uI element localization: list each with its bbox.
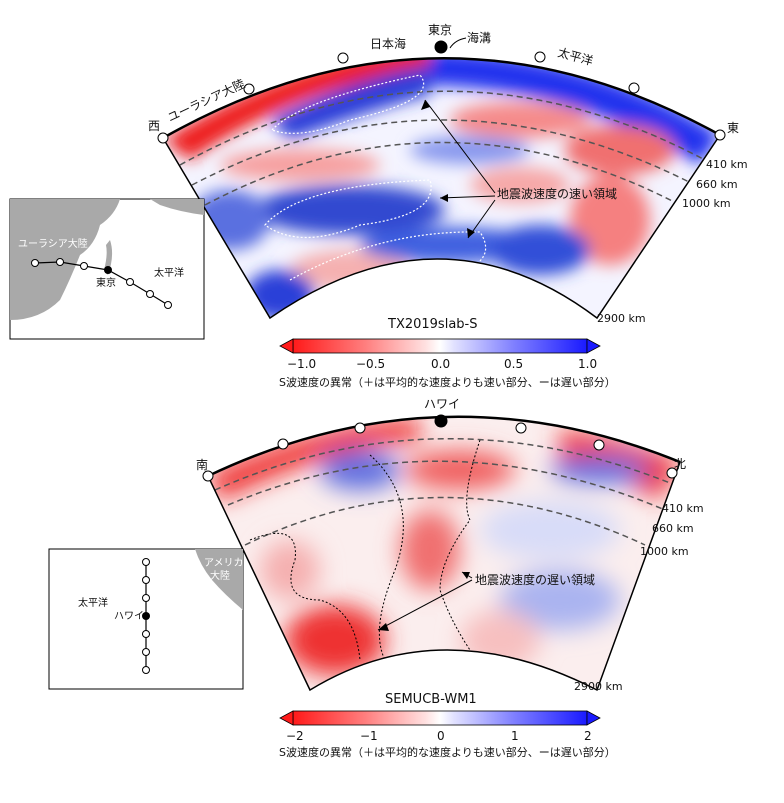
depth-660-b: 660 km xyxy=(652,522,694,535)
depth-1000-b: 1000 km xyxy=(640,545,689,558)
inset-bottom-hawaii: ハワイ xyxy=(114,611,144,622)
station-marker xyxy=(593,439,605,451)
dir-north: 北 xyxy=(674,457,686,471)
station-marker xyxy=(666,467,678,479)
station-marker xyxy=(714,129,726,141)
dir-south: 南 xyxy=(196,457,208,472)
station-marker xyxy=(277,438,289,450)
cb-top-caption: S波速度の異常（＋は平均的な速度よりも速い部分、ーは遅い部分） xyxy=(279,375,616,389)
cb-top-tick: −0.5 xyxy=(356,357,385,371)
label-sea-of-japan: 日本海 xyxy=(370,36,406,51)
inset-bottom-america: アメリカ xyxy=(204,557,244,569)
label-trench: 海溝 xyxy=(467,30,491,45)
station-marker xyxy=(157,132,169,144)
station-marker xyxy=(628,82,640,94)
inset-top-eurasia: ユーラシア大陸 xyxy=(18,237,88,250)
inset-map-top: ユーラシア大陸 東京 太平洋 xyxy=(9,198,205,340)
depth-660: 660 km xyxy=(696,178,738,191)
dir-east: 東 xyxy=(727,121,739,135)
label-tokyo: 東京 xyxy=(428,23,452,37)
label-hawaii: ハワイ xyxy=(424,397,460,411)
cb-bot-tick: 2 xyxy=(584,729,592,743)
inset-bottom-continent: 大陸 xyxy=(210,569,230,582)
cb-top-tick: 0.0 xyxy=(431,357,450,371)
inset-map-bottom: アメリカ 大陸 太平洋 ハワイ xyxy=(48,548,244,690)
station-marker xyxy=(534,51,546,63)
annotation-fast: 地震波速度の速い領域 xyxy=(497,186,617,201)
depth-410-b: 410 km xyxy=(662,502,704,515)
bottom-cross-section: 南 北 ハワイ 地震波速度の遅い領域 410 km 660 km 1000 km… xyxy=(196,397,704,707)
cb-top-tick: −1.0 xyxy=(287,357,316,371)
colorbar-top: −1.0 −0.5 0.0 0.5 1.0 S波速度の異常（＋は平均的な速度より… xyxy=(279,338,616,389)
label-pacific: 太平洋 xyxy=(556,44,595,68)
inset-top-tokyo: 東京 xyxy=(96,276,116,289)
tokyo-marker xyxy=(434,40,448,54)
depth-2900: 2900 km xyxy=(597,312,646,325)
cb-bot-tick: 0 xyxy=(437,729,445,743)
depth-1000: 1000 km xyxy=(682,197,731,210)
cb-top-tick: 1.0 xyxy=(578,357,597,371)
cb-bot-tick: 1 xyxy=(511,729,519,743)
station-marker xyxy=(243,83,255,95)
station-marker xyxy=(337,52,349,64)
station-marker xyxy=(202,470,214,482)
depth-410: 410 km xyxy=(706,158,748,171)
colorbar-bottom: −2 −1 0 1 2 S波速度の異常（＋は平均的な速度よりも速い部分、ーは遅い… xyxy=(279,710,616,759)
hawaii-marker xyxy=(434,414,448,428)
depth-2900-b: 2900 km xyxy=(574,680,623,693)
top-cross-section: 西 東 ユーラシア大陸 日本海 東京 海溝 太平洋 地震波速度の速い領域 410… xyxy=(148,23,748,332)
station-marker xyxy=(515,422,527,434)
dir-west: 西 xyxy=(148,119,160,133)
model-name-top: TX2019slab-S xyxy=(387,317,477,332)
cb-top-tick: 0.5 xyxy=(504,357,523,371)
cb-bot-caption: S波速度の異常（＋は平均的な速度よりも速い部分、ーは遅い部分） xyxy=(279,745,616,759)
model-name-bottom: SEMUCB-WM1 xyxy=(385,692,477,707)
cb-bot-tick: −2 xyxy=(286,729,304,743)
inset-bottom-pacific: 太平洋 xyxy=(78,596,108,609)
cb-bot-tick: −1 xyxy=(360,729,378,743)
inset-top-pacific: 太平洋 xyxy=(154,266,184,279)
annotation-slow: 地震波速度の遅い領域 xyxy=(475,572,595,587)
station-marker xyxy=(354,422,366,434)
